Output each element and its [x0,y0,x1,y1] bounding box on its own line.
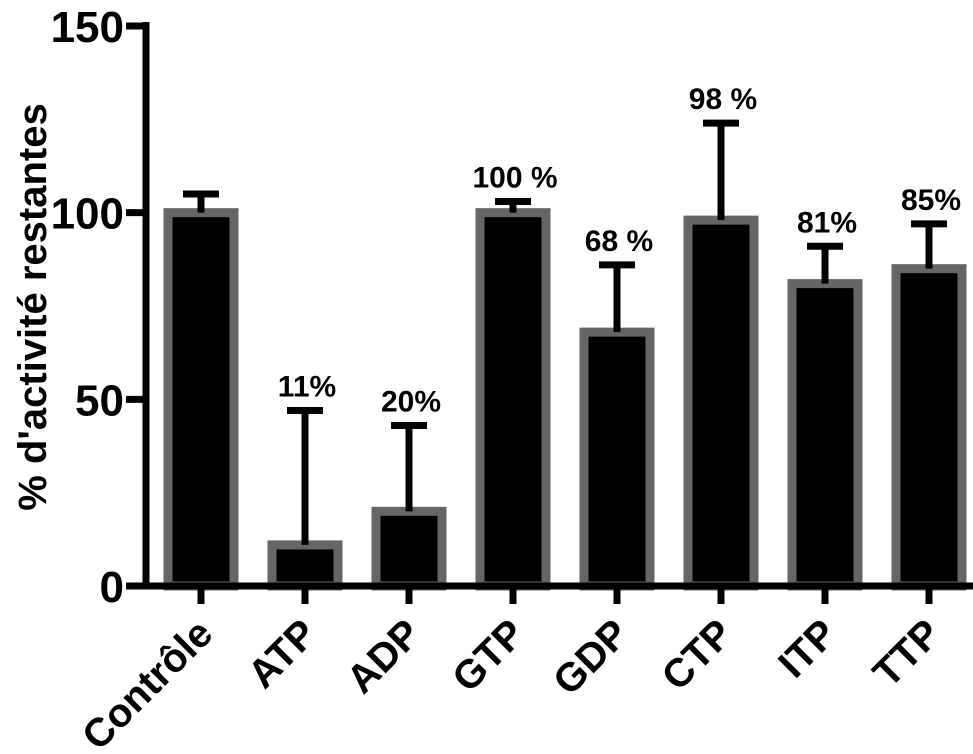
bar-4 [579,327,655,591]
x-tick-label-1: ATP [240,611,326,697]
y-tick-label-0: 0 [100,563,124,612]
data-labels-layer: 11% 20% 100 % 68 % 98 % 81% 85% [278,83,961,418]
data-label-5: 98 % [689,83,757,116]
x-tick-label-6: ITP [770,611,845,686]
data-label-4: 68 % [585,225,653,258]
data-label-7: 85% [901,184,961,217]
x-tick-label-7: TTP [865,611,950,696]
x-tick-label-0: Contrôle [74,611,221,754]
x-tick-label-5: CTP [654,611,742,699]
data-label-1: 11% [278,371,336,404]
bar-3 [475,208,551,591]
bar-2 [371,506,447,591]
x-tick-label-3: GTP [444,611,533,700]
data-label-6: 81% [797,206,857,239]
y-axis-label: % d'activité restantes [11,103,55,510]
data-label-3: 100 % [472,161,557,194]
bar-0 [163,208,239,591]
x-tick-label-2: ADP [339,611,430,702]
y-tick-label-2: 100 [51,190,124,239]
bar-7 [891,264,967,591]
y-tick-label-3: 150 [51,3,124,52]
x-tick-label-4: GDP [545,611,637,703]
y-tick-label-1: 50 [75,376,124,425]
data-label-2: 20% [381,385,441,418]
bar-1 [267,540,343,591]
error-bars-layer [183,119,947,545]
bar-6 [787,279,863,591]
bar-5 [683,215,759,591]
